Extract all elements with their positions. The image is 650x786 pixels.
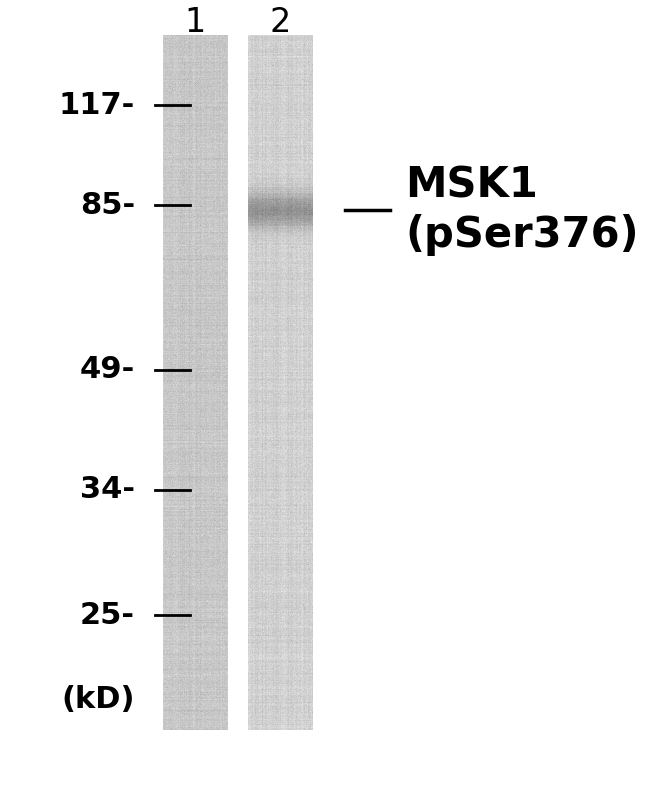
Text: 117-: 117- — [58, 90, 135, 119]
Text: (pSer376): (pSer376) — [405, 214, 638, 256]
Text: 1: 1 — [185, 6, 205, 39]
Text: 85-: 85- — [80, 190, 135, 219]
Text: 49-: 49- — [80, 355, 135, 384]
Text: (kD): (kD) — [62, 685, 135, 714]
Text: MSK1: MSK1 — [405, 164, 538, 206]
Text: 25-: 25- — [80, 601, 135, 630]
Text: 34-: 34- — [80, 476, 135, 505]
Text: 2: 2 — [269, 6, 291, 39]
